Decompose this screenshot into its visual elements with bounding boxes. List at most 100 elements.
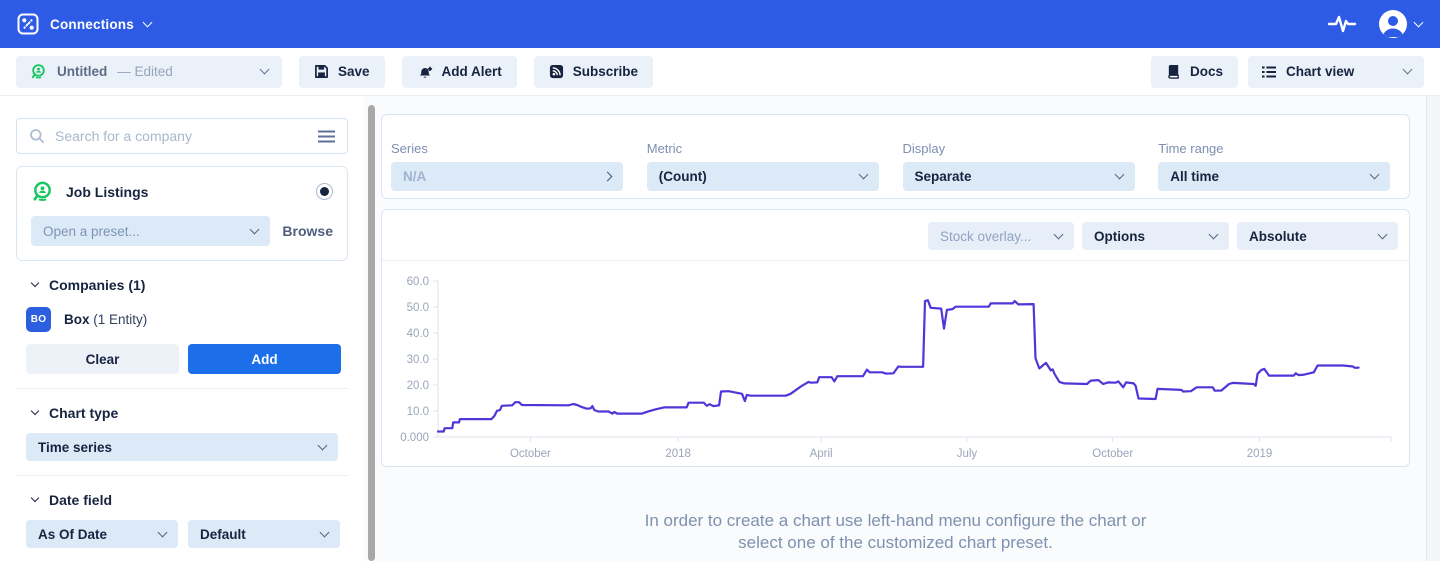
svg-text:October: October	[510, 448, 551, 460]
svg-text:60.0: 60.0	[407, 276, 429, 288]
docs-button[interactable]: Docs	[1150, 55, 1238, 88]
metric-dropdown[interactable]: (Count)	[646, 162, 879, 191]
svg-text:2018: 2018	[665, 448, 691, 460]
time-series-chart[interactable]: 0.000 10.0 20.0 30.0 40.0 50.0 60.0 October 2018…	[382, 261, 1409, 466]
sidebar-scrollbar-thumb[interactable]	[368, 105, 375, 561]
svg-text:2019: 2019	[1247, 448, 1273, 460]
subscribe-button[interactable]: Subscribe	[533, 55, 654, 88]
company-name: Box	[64, 312, 90, 327]
document-title-dropdown[interactable]: Untitled — Edited	[16, 55, 282, 88]
svg-text:April: April	[810, 448, 833, 460]
chart-type-section-header[interactable]: Chart type	[16, 405, 348, 421]
empty-state-message: In order to create a chart use left-hand…	[644, 511, 1147, 552]
chevron-down-icon	[30, 493, 40, 503]
user-avatar[interactable]	[1379, 10, 1407, 38]
docs-label: Docs	[1189, 64, 1223, 79]
search-icon	[29, 128, 45, 144]
document-title: Untitled	[57, 64, 108, 79]
svg-text:20.0: 20.0	[407, 380, 429, 392]
app-name: Connections	[50, 16, 134, 32]
app-switcher[interactable]: Connections	[16, 12, 153, 36]
chevron-down-icon	[1114, 169, 1124, 180]
chevron-down-icon	[858, 169, 869, 180]
subscribe-label: Subscribe	[572, 64, 639, 79]
chevron-down-icon	[142, 17, 153, 27]
save-button[interactable]: Save	[299, 55, 385, 88]
add-button[interactable]: Add	[188, 344, 341, 374]
chevron-down-icon[interactable]	[1413, 17, 1424, 27]
svg-text:July: July	[957, 448, 978, 460]
dataset-name: Job Listings	[66, 183, 149, 200]
series-dropdown[interactable]: N/A	[391, 162, 623, 191]
sidebar: Job Listings Open a preset... Browse Com…	[0, 96, 364, 561]
book-icon	[1166, 64, 1181, 79]
chart-panel: Stock overlay... Options Absolute 0.000 1…	[381, 209, 1410, 467]
date-field-dropdown[interactable]: As Of Date	[26, 520, 178, 548]
companies-section-header[interactable]: Companies (1)	[16, 277, 348, 293]
time-range-dropdown[interactable]: All time	[1158, 162, 1391, 191]
value-mode-dropdown[interactable]: Absolute	[1237, 222, 1398, 250]
dataset-card: Job Listings Open a preset... Browse	[16, 166, 348, 261]
chevron-down-icon	[30, 278, 40, 288]
chevron-right-icon	[602, 171, 613, 182]
bell-plus-icon	[417, 64, 433, 80]
svg-text:October: October	[1092, 448, 1133, 460]
chevron-down-icon	[1402, 64, 1413, 75]
browse-link[interactable]: Browse	[282, 223, 333, 239]
rss-icon	[549, 64, 564, 79]
svg-text:50.0: 50.0	[407, 302, 429, 314]
date-mode-dropdown[interactable]: Default	[188, 520, 340, 548]
view-mode-label: Chart view	[1286, 64, 1355, 79]
save-icon	[314, 64, 329, 79]
divider	[382, 260, 1409, 261]
clear-button[interactable]: Clear	[26, 344, 179, 374]
svg-text:30.0: 30.0	[407, 354, 429, 366]
stock-overlay-dropdown[interactable]: Stock overlay...	[928, 222, 1074, 250]
divider	[16, 388, 348, 389]
job-listings-icon	[31, 180, 54, 203]
chevron-down-icon	[157, 527, 168, 537]
chevron-down-icon	[249, 224, 260, 234]
company-list-item[interactable]: BO Box (1 Entity)	[16, 307, 348, 332]
activity-pulse-icon[interactable]	[1327, 13, 1357, 35]
menu-icon[interactable]	[318, 130, 335, 143]
series-label: Series	[391, 141, 428, 156]
open-preset-dropdown[interactable]: Open a preset...	[31, 216, 271, 246]
options-dropdown[interactable]: Options	[1082, 222, 1229, 250]
svg-text:0.000: 0.000	[400, 432, 429, 444]
chevron-down-icon	[1053, 229, 1064, 239]
date-field-section-header[interactable]: Date field	[16, 492, 348, 508]
save-label: Save	[338, 64, 370, 79]
window-scrollbar-track[interactable]	[1426, 96, 1440, 561]
display-label: Display	[902, 141, 946, 156]
chevron-down-icon	[30, 406, 40, 416]
company-detail: (1 Entity)	[93, 312, 148, 327]
chevron-down-icon	[1369, 169, 1380, 180]
chart-type-dropdown[interactable]: Time series	[26, 433, 338, 461]
document-status: — Edited	[117, 64, 173, 79]
metric-label: Metric	[646, 141, 683, 156]
svg-text:10.0: 10.0	[407, 406, 429, 418]
chevron-down-icon	[319, 527, 330, 537]
chevron-down-icon	[259, 64, 270, 75]
chevron-down-icon	[1377, 229, 1388, 239]
time-range-label: Time range	[1158, 141, 1224, 156]
add-alert-button[interactable]: Add Alert	[401, 55, 517, 88]
company-search[interactable]	[16, 118, 348, 154]
chevron-down-icon	[1208, 229, 1219, 239]
display-dropdown[interactable]: Separate	[902, 162, 1135, 191]
series-config-panel: Series N/A Metric (Count) Display Separa…	[381, 114, 1410, 199]
view-mode-dropdown[interactable]: Chart view	[1248, 55, 1424, 88]
chart-toolbar-row: Untitled — Edited Save	[0, 48, 1440, 96]
chevron-down-icon	[317, 440, 328, 450]
top-navbar: Connections	[0, 0, 1440, 48]
divider	[16, 475, 348, 476]
connections-logo-icon	[16, 12, 40, 36]
main-content: Series N/A Metric (Count) Display Separa…	[381, 96, 1410, 561]
company-badge: BO	[26, 307, 51, 332]
job-listings-icon	[30, 63, 47, 80]
add-alert-label: Add Alert	[441, 64, 502, 79]
dataset-radio-selected[interactable]	[316, 183, 333, 200]
search-input[interactable]	[55, 128, 308, 144]
list-view-icon	[1261, 65, 1277, 79]
